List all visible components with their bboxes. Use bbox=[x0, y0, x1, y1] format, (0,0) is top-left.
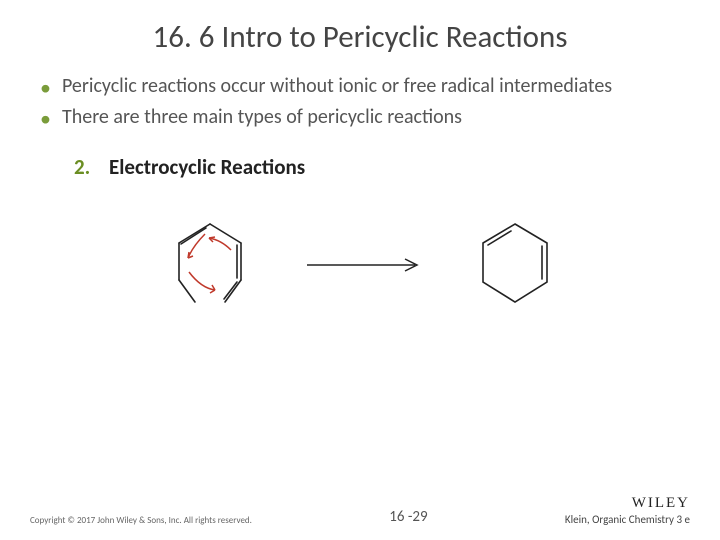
slide: 16. 6 Intro to Pericyclic Reactions Peri… bbox=[0, 0, 720, 540]
page-number: 16 -29 bbox=[389, 508, 427, 526]
reactant-triene-icon bbox=[155, 210, 265, 320]
slide-title: 16. 6 Intro to Pericyclic Reactions bbox=[30, 18, 690, 56]
slide-footer: Copyright © 2017 John Wiley & Sons, Inc.… bbox=[0, 495, 720, 526]
product-cyclohexadiene-icon bbox=[465, 210, 565, 320]
bullet-list: Pericyclic reactions occur without ionic… bbox=[30, 74, 690, 130]
subitem-number: 2. bbox=[74, 154, 90, 180]
numbered-subitem: 2. Electrocyclic Reactions bbox=[74, 154, 690, 180]
reaction-arrow-icon bbox=[305, 255, 425, 275]
footer-right: WILEY Klein, Organic Chemistry 3 e bbox=[565, 495, 690, 526]
wiley-logo: WILEY bbox=[565, 495, 690, 512]
subitem-label: Electrocyclic Reactions bbox=[109, 154, 305, 180]
book-ref: Klein, Organic Chemistry 3 e bbox=[565, 513, 690, 526]
bullet-item: There are three main types of pericyclic… bbox=[40, 105, 690, 130]
copyright-text: Copyright © 2017 John Wiley & Sons, Inc.… bbox=[30, 515, 252, 526]
bullet-item: Pericyclic reactions occur without ionic… bbox=[40, 74, 690, 99]
reaction-diagram bbox=[30, 210, 690, 320]
